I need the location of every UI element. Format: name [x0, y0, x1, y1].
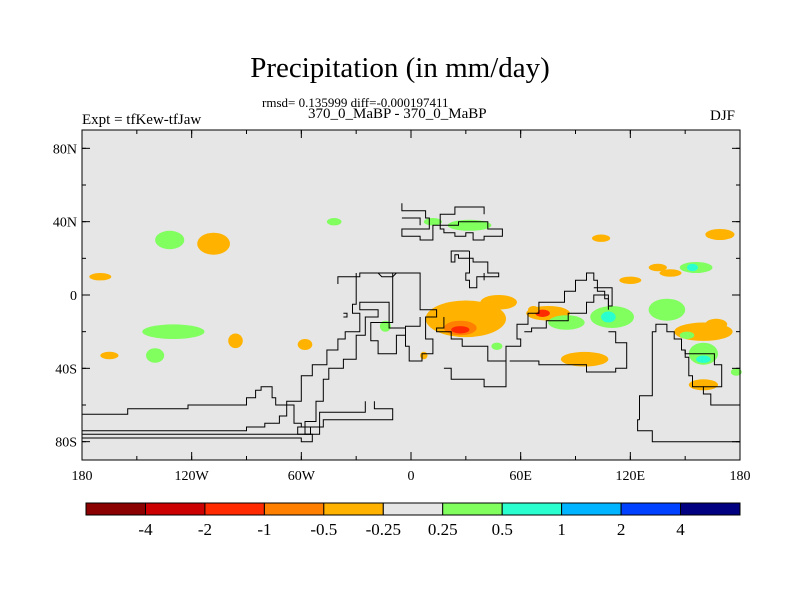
- precip-region: [228, 333, 243, 349]
- colorbar-swatch: [323, 502, 384, 516]
- colorbar-label: -2: [198, 520, 212, 539]
- y-tick-label: 80S: [55, 436, 77, 451]
- x-tick-label: 120E: [616, 469, 646, 484]
- coastlines: [82, 203, 740, 443]
- precip-region: [528, 306, 539, 314]
- coastline: [505, 272, 609, 361]
- colorbar: -4 -2 -1 -0.5 -0.25 0.25 0.5 1 2 4: [85, 502, 741, 539]
- colorbar-swatch: [204, 502, 265, 516]
- coastline: [82, 386, 311, 435]
- x-tick-label: 180: [730, 469, 751, 484]
- axis-ticks: 180 120W 60W 0 60E 120E 180 80N 40N 0 40S 80S: [53, 130, 751, 484]
- colorbar-swatch: [145, 502, 206, 516]
- precip-region: [659, 269, 682, 277]
- precip-region: [705, 318, 728, 330]
- colorbar-swatch: [263, 502, 325, 516]
- precip-region: [142, 324, 205, 340]
- coastline: [297, 401, 394, 435]
- precip-region: [420, 351, 428, 360]
- precip-region: [480, 295, 517, 310]
- colorbar-label: -1: [257, 520, 271, 539]
- precip-region: [146, 348, 165, 363]
- chart-title: Precipitation (in mm/day): [250, 52, 550, 84]
- precip-region: [648, 298, 686, 321]
- coastline: [377, 272, 397, 278]
- coastline: [401, 203, 503, 241]
- precip-region: [297, 339, 313, 350]
- coastline: [337, 273, 357, 284]
- chart-subtitle: rmsd= 0.135999 diff=-0.000197411: [262, 95, 449, 110]
- precip-region: [592, 234, 611, 242]
- colorbar-swatch: [620, 502, 682, 516]
- coastline: [450, 250, 500, 289]
- colorbar-label: 0.5: [492, 520, 513, 539]
- colorbar-label: 2: [617, 520, 626, 539]
- colorbar-label: -4: [138, 520, 153, 539]
- precip-region: [601, 311, 616, 323]
- precip-region: [687, 263, 698, 272]
- x-tick-label: 60E: [509, 469, 532, 484]
- precip-region: [491, 342, 503, 350]
- precip-region: [423, 218, 442, 226]
- precipitation-regions: [89, 218, 742, 391]
- precip-region: [197, 232, 231, 255]
- precip-region: [326, 218, 342, 226]
- coastline: [401, 217, 421, 226]
- precip-region: [548, 315, 585, 330]
- precip-region: [155, 230, 185, 250]
- colorbar-label: -0.25: [366, 520, 401, 539]
- colorbar-swatch: [382, 502, 444, 516]
- colorbar-swatch: [85, 502, 146, 516]
- precip-region: [648, 263, 667, 272]
- precip-region: [451, 326, 470, 334]
- x-tick-label: 180: [72, 469, 93, 484]
- colorbar-label: 0.25: [428, 520, 458, 539]
- colorbar-swatch: [442, 502, 503, 516]
- colorbar-swatch: [501, 502, 563, 516]
- precip-region: [89, 273, 112, 281]
- y-tick-label: 40N: [53, 216, 77, 231]
- colorbar-swatch: [680, 502, 741, 516]
- precip-region: [679, 331, 695, 339]
- coastline: [509, 331, 628, 373]
- colorbar-label: 1: [557, 520, 566, 539]
- x-tick-label: 120W: [175, 469, 210, 484]
- coastline: [436, 317, 507, 388]
- coastline: [637, 419, 740, 443]
- colorbar-label: 4: [676, 520, 685, 539]
- y-tick-label: 40S: [55, 362, 77, 377]
- precip-region: [705, 229, 735, 240]
- precip-region: [688, 379, 719, 391]
- coastline: [639, 323, 740, 420]
- precip-region: [560, 351, 609, 367]
- coastline: [370, 273, 421, 355]
- y-tick-label: 80N: [53, 142, 77, 157]
- coastline: [343, 312, 348, 318]
- y-tick-label: 0: [70, 289, 77, 304]
- map-background: [82, 130, 740, 460]
- x-tick-label: 60W: [288, 469, 316, 484]
- precip-region: [730, 368, 742, 376]
- season-label: DJF: [710, 108, 736, 124]
- coastline: [524, 287, 613, 333]
- colorbar-swatch: [561, 502, 622, 516]
- period-label: 370_0_MaBP - 370_0_MaBP: [308, 106, 487, 122]
- coastline: [82, 272, 438, 443]
- x-tick-label: 0: [408, 469, 415, 484]
- experiment-label: Expt = tfKew-tfJaw: [82, 112, 202, 128]
- precip-region: [100, 351, 119, 360]
- precip-region: [619, 276, 642, 284]
- precip-region: [379, 320, 391, 332]
- precip-region: [696, 355, 711, 363]
- colorbar-label: -0.5: [310, 520, 337, 539]
- coastline: [684, 350, 723, 388]
